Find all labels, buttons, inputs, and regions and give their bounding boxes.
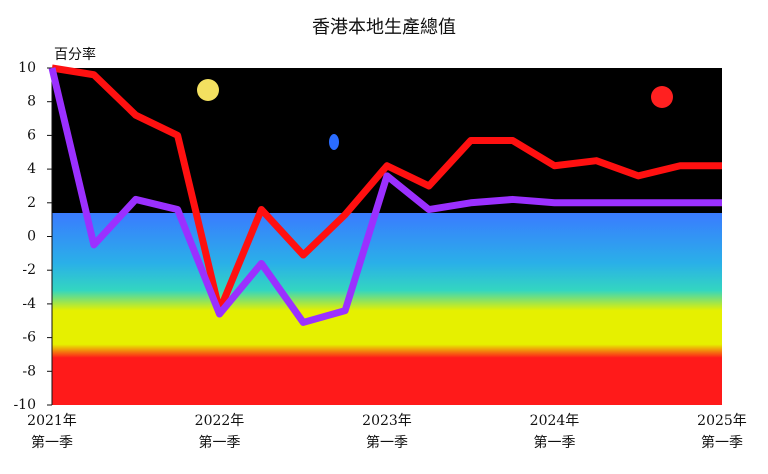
- x-tick-label: 2023年 第一季: [362, 413, 412, 451]
- y-tick-label: 2: [27, 195, 36, 211]
- series-line: [48, 67, 722, 326]
- y-tick-label: -6: [22, 330, 36, 346]
- planet: [651, 86, 673, 108]
- y-tick-label: 8: [27, 94, 36, 110]
- y-tick-label: 6: [27, 127, 36, 143]
- y-tick-label: -8: [22, 363, 36, 379]
- y-tick-label: -2: [22, 262, 36, 278]
- x-tick-label: 2021年 第一季: [27, 413, 77, 451]
- y-tick-label: -4: [22, 296, 36, 312]
- x-tick-label: 2022年 第一季: [194, 413, 245, 451]
- series-line: [51, 64, 722, 315]
- y-tick-label: 0: [27, 229, 36, 245]
- plot-background: [52, 68, 722, 405]
- y-axis-label: 百分率: [54, 46, 96, 63]
- y-tick-label: 10: [18, 60, 36, 76]
- planet: [329, 134, 339, 150]
- x-tick-label: 2024年 第一季: [529, 413, 580, 451]
- x-tick-label: 2025年 第一季: [697, 413, 747, 451]
- y-tick-label: -10: [13, 397, 36, 413]
- y-tick-label: 4: [27, 161, 36, 177]
- moon: [197, 79, 219, 101]
- chart-title: 香港本地生產總值: [312, 17, 456, 38]
